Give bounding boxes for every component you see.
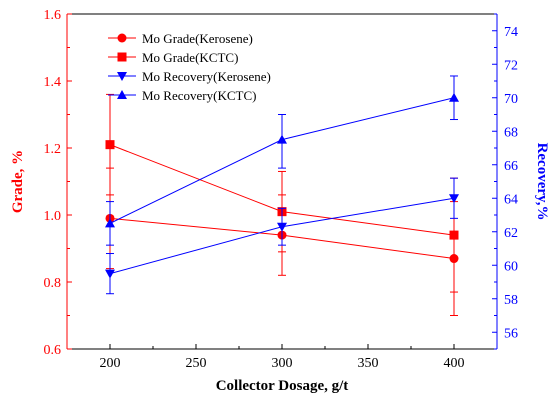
- x-axis-title: Collector Dosage, g/t: [216, 378, 349, 394]
- y-right-tick-label: 62: [504, 226, 518, 241]
- data-point-circle: [117, 33, 127, 43]
- y-left-tick-label: 0.6: [44, 343, 62, 358]
- y-left-tick-label: 1.4: [44, 75, 62, 90]
- y-right-tick-label: 60: [504, 259, 518, 274]
- y-left-tick-label: 1.6: [44, 8, 62, 23]
- data-point-square: [117, 52, 127, 62]
- y-axis-left-title: Grade, %: [10, 150, 26, 213]
- y-right-tick-label: 68: [504, 125, 518, 140]
- axes-group: 200 250 300 350 400 0.6 0.8 1.0 1.2 1.4 1.6 56 58 60 6…: [44, 8, 519, 371]
- legend-item: Mo Grade(Kerosene): [108, 31, 253, 46]
- y-right-tick-label: 70: [504, 92, 518, 107]
- y-left-tick-label: 1.2: [44, 142, 62, 157]
- data-point-triangle-up: [277, 134, 287, 144]
- y-right-tick-label: 66: [504, 159, 518, 174]
- series-3: [105, 75, 459, 246]
- data-point-triangle-down: [105, 269, 115, 279]
- data-point-triangle-down: [117, 72, 127, 81]
- y-right-tick-label: 56: [504, 326, 518, 341]
- series-group: [105, 75, 459, 316]
- x-tick-label: 350: [358, 356, 379, 371]
- legend-label: Mo Grade(Kerosene): [142, 31, 253, 46]
- x-tick-label: 300: [272, 356, 293, 371]
- y-axis-right-title: Recovery,%: [534, 143, 550, 221]
- y-right-tick-label: 64: [504, 192, 518, 207]
- y-right-tick-label: 74: [504, 25, 518, 40]
- data-point-triangle-up: [105, 218, 115, 228]
- data-point-triangle-up: [449, 92, 459, 102]
- legend-item: Mo Grade(KCTC): [108, 50, 238, 65]
- legend-label: Mo Recovery(KCTC): [142, 88, 256, 103]
- data-point-triangle-down: [449, 194, 459, 204]
- legend-item: Mo Recovery(KCTC): [108, 88, 256, 103]
- legend-label: Mo Grade(KCTC): [142, 50, 238, 65]
- y-right-tick-label: 72: [504, 58, 518, 73]
- x-tick-label: 250: [186, 356, 207, 371]
- data-point-triangle-down: [277, 222, 287, 232]
- legend: Mo Grade(Kerosene) Mo Grade(KCTC) Mo Recov…: [108, 31, 271, 103]
- data-point-square: [449, 230, 459, 240]
- x-tick-label: 400: [444, 356, 465, 371]
- series-2: [105, 177, 459, 295]
- y-right-tick-label: 58: [504, 293, 518, 308]
- data-point-square: [105, 140, 115, 150]
- data-point-triangle-up: [117, 90, 127, 99]
- y-left-tick-label: 0.8: [44, 276, 62, 291]
- legend-item: Mo Recovery(Kerosene): [108, 69, 271, 84]
- x-tick-label: 200: [100, 356, 121, 371]
- y-left-tick-label: 1.0: [44, 209, 62, 224]
- legend-label: Mo Recovery(Kerosene): [142, 69, 271, 84]
